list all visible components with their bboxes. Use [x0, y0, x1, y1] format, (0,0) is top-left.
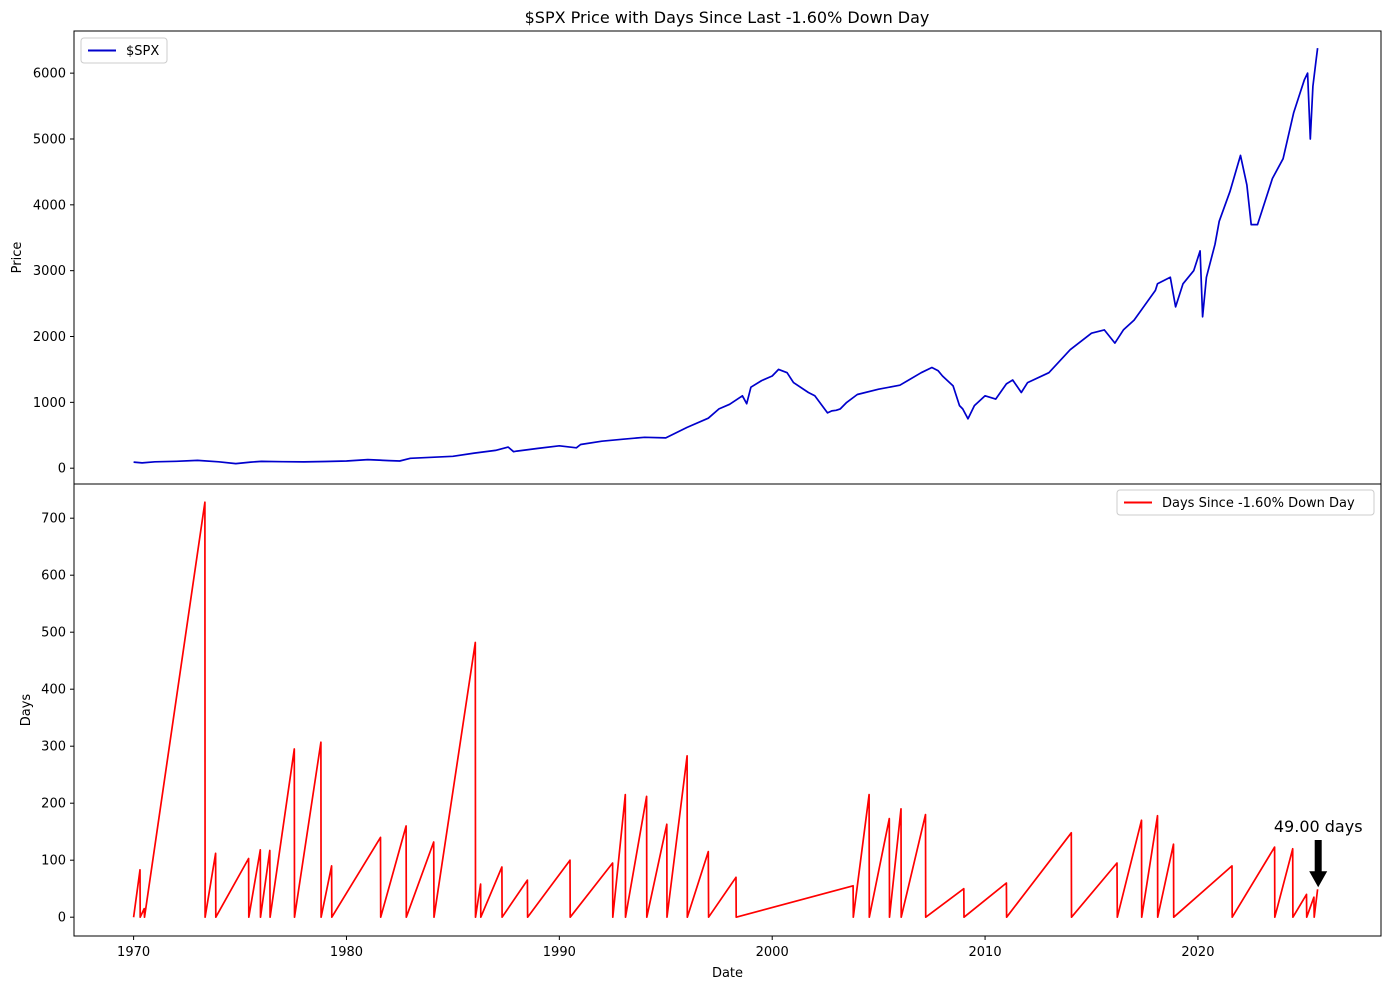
x-tick-label: 2010 — [969, 945, 1002, 960]
y-tick-label: 4000 — [33, 198, 66, 213]
annotation-arrow — [1309, 840, 1328, 888]
y-tick-label: 500 — [41, 626, 66, 641]
x-tick-label: 1980 — [330, 945, 363, 960]
y-tick-label: 3000 — [33, 264, 66, 279]
y-tick-label: 700 — [41, 512, 66, 527]
legend: $SPX — [80, 37, 168, 64]
legend-box — [80, 37, 168, 64]
y-tick-label: 100 — [41, 854, 66, 869]
axes-frame — [73, 483, 1382, 937]
y-tick-label: 600 — [41, 569, 66, 584]
y-tick-label: 5000 — [33, 132, 66, 147]
y-axis-label: Days — [19, 694, 34, 727]
legend-box — [1116, 489, 1375, 516]
y-axis-label: Price — [10, 242, 25, 274]
x-tick-label: 1990 — [543, 945, 576, 960]
chart-title: $SPX Price with Days Since Last -1.60% D… — [525, 8, 930, 27]
y-tick-label: 2000 — [33, 330, 66, 345]
series-line — [132, 501, 1319, 919]
y-tick-label: 0 — [58, 462, 66, 477]
x-tick-label: 2000 — [756, 945, 789, 960]
x-axis-label: Date — [712, 966, 743, 981]
legend-label: Days Since -1.60% Down Day — [1162, 496, 1355, 511]
series-line — [133, 47, 1319, 465]
y-tick-label: 300 — [41, 740, 66, 755]
y-tick-label: 1000 — [33, 396, 66, 411]
y-tick-label: 0 — [58, 911, 66, 926]
y-tick-label: 6000 — [33, 67, 66, 82]
x-tick-label: 2020 — [1181, 945, 1214, 960]
price-panel: 0 1000 2000 3000 4000 5000 6000 Price $SPX — [10, 30, 1382, 485]
x-tick-label: 1970 — [117, 945, 150, 960]
y-tick-label: 400 — [41, 683, 66, 698]
y-tick-label: 200 — [41, 797, 66, 812]
legend: Days Since -1.60% Down Day — [1116, 489, 1375, 516]
days-panel: 0 100 200 300 400 500 600 700 1970 1980 1990 2000 20… — [19, 483, 1382, 981]
annotation-label: 49.00 days — [1274, 817, 1363, 836]
legend-label: $SPX — [126, 44, 159, 59]
